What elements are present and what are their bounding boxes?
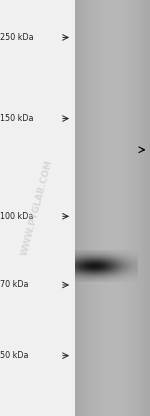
Text: WWW.PTGLAB.COM: WWW.PTGLAB.COM xyxy=(20,159,55,257)
Text: 70 kDa: 70 kDa xyxy=(0,280,28,290)
Text: 50 kDa: 50 kDa xyxy=(0,351,28,360)
Bar xyxy=(75,0,150,416)
Text: 150 kDa: 150 kDa xyxy=(0,114,33,123)
Text: 250 kDa: 250 kDa xyxy=(0,33,34,42)
Text: 100 kDa: 100 kDa xyxy=(0,212,33,221)
